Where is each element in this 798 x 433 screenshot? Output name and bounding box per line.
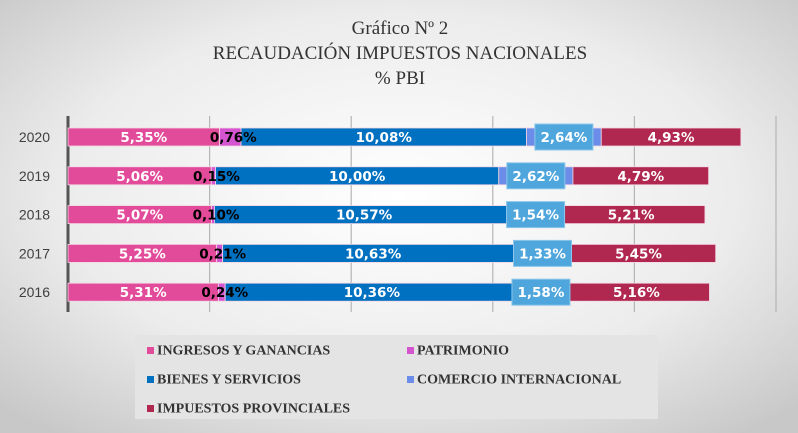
category-label: 2020 xyxy=(19,129,50,145)
data-label: 0,76% xyxy=(210,130,257,146)
legend-swatch xyxy=(147,347,154,354)
data-label: 10,63% xyxy=(345,246,402,262)
data-label: 5,35% xyxy=(120,130,167,146)
legend-swatch xyxy=(147,405,154,412)
data-label: 5,21% xyxy=(608,208,655,224)
data-label: 2,64% xyxy=(540,130,587,146)
data-label: 0,10% xyxy=(193,208,240,224)
data-label: 10,08% xyxy=(356,130,413,146)
data-label: 5,06% xyxy=(116,169,163,185)
bar-segment xyxy=(600,127,742,147)
data-label: 10,57% xyxy=(336,208,393,224)
data-label: 4,79% xyxy=(617,169,664,185)
data-label: 1,58% xyxy=(518,285,565,301)
data-label: 5,25% xyxy=(119,246,166,262)
category-label: 2017 xyxy=(19,245,50,261)
legend-swatch xyxy=(147,376,154,383)
chart-title-line-1: Gráfico Nº 2 xyxy=(352,18,449,39)
data-label: 4,93% xyxy=(648,130,695,146)
data-label-box xyxy=(511,278,571,306)
data-label: 1,54% xyxy=(512,208,559,224)
data-label: 5,07% xyxy=(116,208,163,224)
data-label: 5,31% xyxy=(120,285,167,301)
data-label: 0,24% xyxy=(201,285,248,301)
legend-label: INGRESOS Y GANANCIAS xyxy=(157,344,330,359)
chart-title-line-2: RECAUDACIÓN IMPUESTOS NACIONALES xyxy=(213,42,587,64)
data-label: 0,21% xyxy=(199,246,246,262)
data-label: 10,00% xyxy=(329,169,386,185)
legend-swatch xyxy=(407,376,414,383)
legend-label: PATRIMONIO xyxy=(417,344,509,359)
chart-title-line-3: % PBI xyxy=(375,68,425,89)
legend-box xyxy=(135,335,658,419)
data-label: 5,45% xyxy=(615,246,662,262)
legend-label: IMPUESTOS PROVINCIALES xyxy=(157,402,350,417)
data-label: 5,16% xyxy=(613,285,660,301)
data-label-box xyxy=(513,239,573,267)
legend: INGRESOS Y GANANCIAS PATRIMONIO BIENES Y S… xyxy=(147,344,621,417)
bar-segment xyxy=(572,166,709,186)
data-label: 1,33% xyxy=(519,246,566,262)
data-label-box xyxy=(506,162,566,190)
data-label: 10,36% xyxy=(344,285,401,301)
category-label: 2016 xyxy=(19,284,50,300)
legend-label: COMERCIO INTERNACIONAL xyxy=(417,373,621,388)
data-label-box xyxy=(506,201,566,229)
category-label: 2018 xyxy=(19,207,50,223)
category-label: 2019 xyxy=(19,168,50,184)
data-label-box xyxy=(534,123,594,151)
data-label: 0,15% xyxy=(193,169,240,185)
legend-label: BIENES Y SERVICIOS xyxy=(157,373,301,388)
legend-swatch xyxy=(407,347,414,354)
data-label: 2,62% xyxy=(512,169,559,185)
